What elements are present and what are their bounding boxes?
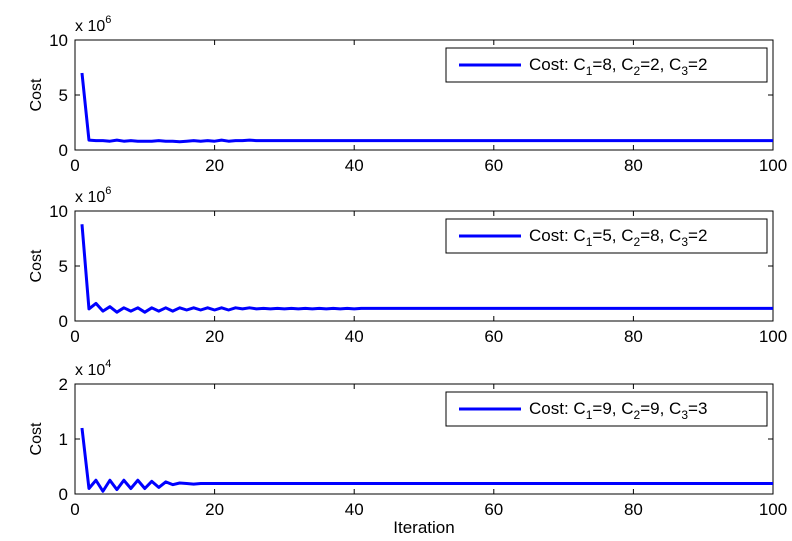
series-line xyxy=(80,72,773,144)
legend-c-value: 2 xyxy=(650,55,659,74)
y-multiplier-exponent: 4 xyxy=(105,358,111,370)
y-multiplier-exponent: 6 xyxy=(105,185,111,197)
y-tick-label: 1 xyxy=(59,430,68,449)
y-axis-label: Cost xyxy=(28,249,45,282)
y-tick-label: 0 xyxy=(59,141,68,160)
x-tick-label: 40 xyxy=(345,156,364,175)
legend-c-letter: , C xyxy=(660,399,682,418)
legend-c-subscript: 1 xyxy=(586,235,593,249)
x-tick-label: 40 xyxy=(345,500,364,519)
legend-c-equals: = xyxy=(640,226,650,245)
y-tick-label: 10 xyxy=(49,202,68,221)
legend-c-value: 2 xyxy=(698,55,707,74)
x-tick-label: 60 xyxy=(484,327,503,346)
y-axis-label: Cost xyxy=(28,422,45,455)
y-tick-label: 0 xyxy=(59,312,68,331)
legend-c-equals: = xyxy=(640,399,650,418)
legend-c-subscript: 3 xyxy=(681,64,688,78)
legend-c-equals: = xyxy=(640,55,650,74)
x-tick-label: 40 xyxy=(345,327,364,346)
legend-c-letter: , C xyxy=(660,226,682,245)
y-tick-label: 10 xyxy=(49,31,68,50)
series-line xyxy=(80,427,773,493)
legend-c-value: 8 xyxy=(602,55,611,74)
x-tick-label: 0 xyxy=(70,327,79,346)
legend-c-letter: , C xyxy=(660,55,682,74)
legend-label: Cost: C1=9, C2=9, C3=3 xyxy=(529,399,707,422)
legend-c-equals: = xyxy=(592,399,602,418)
legend-c-letter: , C xyxy=(612,399,634,418)
legend-c-equals: = xyxy=(688,55,698,74)
legend-c-equals: = xyxy=(688,226,698,245)
legend-c-subscript: 3 xyxy=(681,408,688,422)
legend-c-value: 3 xyxy=(698,399,707,418)
y-tick-label: 5 xyxy=(59,257,68,276)
legend-c-value: 5 xyxy=(602,226,611,245)
legend-prefix: Cost: xyxy=(529,226,573,245)
y-multiplier-base: x 10 xyxy=(75,18,105,35)
x-tick-label: 0 xyxy=(70,156,79,175)
legend-c-subscript: 2 xyxy=(634,408,641,422)
legend-c-letter: , C xyxy=(612,226,634,245)
legend-c-subscript: 1 xyxy=(586,64,593,78)
y-axis-label: Cost xyxy=(28,78,45,111)
legend-c-letter: C xyxy=(573,55,585,74)
x-tick-label: 100 xyxy=(759,500,787,519)
legend-c-equals: = xyxy=(688,399,698,418)
x-tick-label: 20 xyxy=(205,156,224,175)
y-multiplier-base: x 10 xyxy=(75,362,105,379)
legend-c-value: 9 xyxy=(650,399,659,418)
legend-label: Cost: C1=8, C2=2, C3=2 xyxy=(529,55,707,78)
x-tick-label: 100 xyxy=(759,156,787,175)
legend: Cost: C1=5, C2=8, C3=2 xyxy=(445,218,768,254)
y-multiplier-base: x 10 xyxy=(75,189,105,206)
x-tick-label: 60 xyxy=(484,500,503,519)
legend-c-equals: = xyxy=(592,55,602,74)
legend-c-value: 2 xyxy=(698,226,707,245)
legend-c-equals: = xyxy=(592,226,602,245)
x-tick-label: 0 xyxy=(70,500,79,519)
y-multiplier: x 106 xyxy=(75,14,111,35)
y-multiplier: x 106 xyxy=(75,185,111,206)
legend-c-value: 8 xyxy=(650,226,659,245)
y-tick-label: 2 xyxy=(59,375,68,394)
y-tick-label: 5 xyxy=(59,86,68,105)
legend-c-subscript: 1 xyxy=(586,408,593,422)
y-multiplier: x 104 xyxy=(75,358,111,379)
legend-c-value: 9 xyxy=(602,399,611,418)
legend-label: Cost: C1=5, C2=8, C3=2 xyxy=(529,226,707,249)
legend-c-subscript: 3 xyxy=(681,235,688,249)
x-tick-label: 60 xyxy=(484,156,503,175)
x-tick-label: 80 xyxy=(624,500,643,519)
legend-c-subscript: 2 xyxy=(634,235,641,249)
x-tick-label: 100 xyxy=(759,327,787,346)
x-tick-label: 80 xyxy=(624,327,643,346)
legend-c-subscript: 2 xyxy=(634,64,641,78)
y-tick-label: 0 xyxy=(59,485,68,504)
legend-c-letter: C xyxy=(573,399,585,418)
y-multiplier-exponent: 6 xyxy=(105,14,111,26)
legend-box xyxy=(445,218,768,254)
legend-c-letter: , C xyxy=(612,55,634,74)
x-axis-label: Iteration xyxy=(393,518,454,537)
x-tick-label: 20 xyxy=(205,327,224,346)
legend-prefix: Cost: xyxy=(529,55,573,74)
legend: Cost: C1=9, C2=9, C3=3 xyxy=(445,391,768,427)
legend-c-letter: C xyxy=(573,226,585,245)
series-line xyxy=(80,224,773,314)
x-tick-label: 20 xyxy=(205,500,224,519)
x-tick-label: 80 xyxy=(624,156,643,175)
legend-prefix: Cost: xyxy=(529,399,573,418)
legend: Cost: C1=8, C2=2, C3=2 xyxy=(445,47,768,83)
